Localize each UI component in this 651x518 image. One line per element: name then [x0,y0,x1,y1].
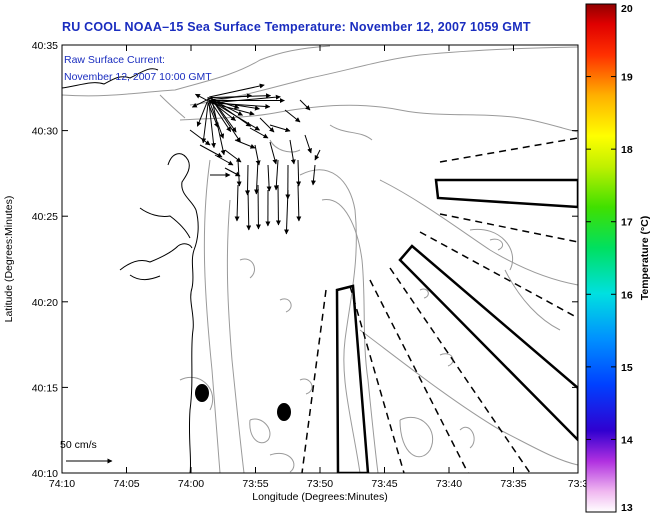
colorbar-tick-label: 17 [621,217,633,229]
colorbar: 20 19 18 17 16 15 14 13 Temperature (°C) [586,3,651,514]
y-tick-label: 40:20 [32,297,58,309]
colorbar-tick-label: 13 [621,502,633,514]
colorbar-tick-label: 19 [621,72,633,84]
x-tick-label: 73:50 [307,478,333,490]
annotation-line1: Raw Surface Current: [64,54,165,66]
y-tick-label: 40:25 [32,211,58,223]
colorbar-tick-label: 14 [621,434,633,446]
x-tick-label: 73:55 [242,478,268,490]
y-tick-label: 40:35 [32,40,58,52]
x-tick-label: 74:00 [178,478,204,490]
colorbar-tick-label: 15 [621,362,633,374]
colorbar-tick-label: 20 [621,3,633,15]
y-tick-label: 40:15 [32,382,58,394]
colorbar-tick-label: 18 [621,144,633,156]
x-tick-label: 73:40 [436,478,462,490]
colorbar-tick-label: 16 [621,289,633,301]
x-axis-label: Longitude (Degrees:Minutes) [252,491,387,503]
y-axis-label: Latitude (Degrees:Minutes) [3,196,15,323]
x-tick-label: 74:05 [113,478,139,490]
x-tick-label: 73:45 [371,478,397,490]
colorbar-label: Temperature (°C) [639,216,651,301]
x-tick-label: 73:3 [568,478,589,490]
map-area [62,45,578,473]
y-tick-label: 40:30 [32,126,58,138]
annotation-line2: November 12, 2007 10:00 GMT [64,71,212,83]
scale-label: 50 cm/s [60,439,97,451]
x-tick-label: 73:35 [500,478,526,490]
y-tick-label: 40:10 [32,468,58,480]
